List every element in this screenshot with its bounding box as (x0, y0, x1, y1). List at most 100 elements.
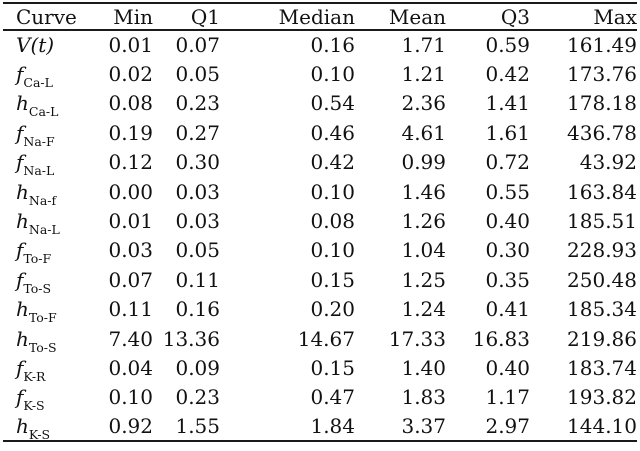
cell-q3: 0.72 (485, 150, 530, 175)
curve-symbol: h (16, 179, 29, 204)
cell-median: 0.42 (310, 150, 355, 175)
cell-median: 0.46 (310, 120, 355, 145)
cell-mean: 1.40 (401, 355, 446, 380)
curve-symbol: V(t) (16, 33, 55, 58)
cell-q1: 0.16 (175, 297, 220, 322)
cell-mean: 1.46 (401, 179, 446, 204)
cell-q1: 0.27 (175, 120, 220, 145)
cell-mean: 1.21 (401, 62, 446, 87)
table-header-row: Curve Min Q1 Median Mean Q3 Max (3, 3, 637, 30)
cell-max: 173.76 (567, 62, 637, 87)
cell-q1: 13.36 (162, 326, 220, 351)
cell-q3: 1.61 (485, 120, 530, 145)
cell-q3: 0.30 (485, 238, 530, 263)
curve-subscript: Ca-L (28, 104, 59, 119)
cell-q1: 0.11 (175, 267, 220, 292)
cell-median: 14.67 (297, 326, 355, 351)
table-row: hNa-f 0.00 0.03 0.10 1.46 0.55 163.84 (3, 177, 637, 207)
curve-label: hNa-f (3, 177, 93, 207)
cell-max: 161.49 (567, 33, 637, 58)
curve-subscript: Na-f (28, 192, 57, 207)
cell-max: 185.34 (567, 297, 637, 322)
cell-mean: 3.37 (401, 414, 446, 439)
table-row: fNa-F 0.19 0.27 0.46 4.61 1.61 436.78 (3, 118, 637, 148)
cell-q3: 2.97 (485, 414, 530, 439)
table-row: hCa-L 0.08 0.23 0.54 2.36 1.41 178.18 (3, 89, 637, 118)
curve-subscript: To-F (23, 251, 52, 266)
cell-q1: 0.03 (175, 179, 220, 204)
curve-label: hNa-L (3, 206, 93, 236)
cell-min: 0.04 (108, 355, 153, 380)
curve-subscript: To-F (28, 310, 57, 324)
cell-q1: 0.23 (175, 385, 220, 410)
cell-q3: 16.83 (472, 326, 530, 351)
curve-label: fNa-F (3, 118, 93, 148)
cell-q3: 1.17 (485, 385, 530, 410)
curve-symbol: h (16, 91, 29, 116)
cell-median: 0.16 (310, 33, 355, 58)
table-row: hNa-L 0.01 0.03 0.08 1.26 0.40 185.51 (3, 206, 637, 236)
cell-q3: 0.41 (485, 297, 530, 322)
cell-q3: 0.40 (485, 209, 530, 234)
cell-max: 250.48 (567, 267, 637, 292)
cell-mean: 17.33 (388, 326, 446, 351)
curve-subscript: K-S (23, 398, 45, 413)
curve-symbol: h (16, 326, 29, 351)
cell-q1: 0.30 (175, 150, 220, 175)
cell-q1: 1.55 (175, 414, 220, 439)
cell-min: 0.08 (108, 91, 153, 116)
column-header-max: Max (593, 4, 637, 29)
cell-median: 1.84 (310, 414, 355, 439)
cell-q3: 0.42 (485, 62, 530, 87)
cell-mean: 1.25 (401, 267, 446, 292)
cell-min: 0.11 (108, 297, 153, 322)
cell-mean: 2.36 (401, 91, 446, 116)
cell-q3: 0.40 (485, 355, 530, 380)
cell-median: 0.47 (310, 385, 355, 410)
cell-min: 0.01 (108, 209, 153, 234)
curve-subscript: K-S (28, 427, 51, 442)
cell-min: 0.19 (108, 120, 153, 145)
curve-subscript: Na-F (23, 133, 55, 148)
column-header-q1: Q1 (190, 4, 220, 29)
cell-q3: 0.55 (485, 179, 530, 204)
cell-min: 0.92 (108, 414, 153, 439)
cell-min: 7.40 (108, 326, 153, 351)
table-row: fNa-L 0.12 0.30 0.42 0.99 0.72 43.92 (3, 148, 637, 177)
curve-label: hCa-L (3, 89, 93, 118)
cell-q1: 0.05 (175, 238, 220, 263)
cell-max: 178.18 (567, 91, 637, 116)
cell-max: 228.93 (567, 238, 637, 263)
cell-min: 0.12 (108, 150, 153, 175)
curve-symbol: f (16, 267, 24, 292)
cell-min: 0.02 (108, 62, 153, 87)
cell-q1: 0.05 (175, 62, 220, 87)
table-row: fTo-F 0.03 0.05 0.10 1.04 0.30 228.93 (3, 236, 637, 265)
curve-symbol: h (16, 209, 29, 234)
curve-symbol: f (16, 62, 24, 87)
cell-mean: 0.99 (401, 150, 446, 175)
curve-label: fTo-F (3, 236, 93, 265)
cell-mean: 1.24 (401, 297, 446, 322)
table-body: V(t) 0.01 0.07 0.16 1.71 0.59 161.49 fCa… (3, 30, 637, 441)
curve-subscript: Ca-L (23, 75, 53, 89)
cell-min: 0.00 (108, 179, 153, 204)
stats-table: Curve Min Q1 Median Mean Q3 Max V(t) 0.0… (3, 2, 637, 443)
cell-max: 436.78 (567, 120, 637, 145)
curve-symbol: h (16, 297, 29, 322)
curve-subscript: Na-L (28, 222, 60, 236)
table-head: Curve Min Q1 Median Mean Q3 Max (3, 3, 637, 30)
curve-symbol: f (16, 238, 24, 263)
table-row: V(t) 0.01 0.07 0.16 1.71 0.59 161.49 (3, 30, 637, 59)
curve-label: fNa-L (3, 148, 93, 177)
cell-mean: 4.61 (401, 120, 446, 145)
cell-median: 0.10 (310, 238, 355, 263)
curve-label: fK-S (3, 383, 93, 412)
cell-median: 0.08 (310, 209, 355, 234)
curve-label: fK-R (3, 353, 93, 383)
cell-q1: 0.07 (175, 33, 220, 58)
curve-label: hTo-F (3, 295, 93, 324)
cell-median: 0.15 (310, 267, 355, 292)
curve-subscript: Na-L (23, 163, 55, 177)
